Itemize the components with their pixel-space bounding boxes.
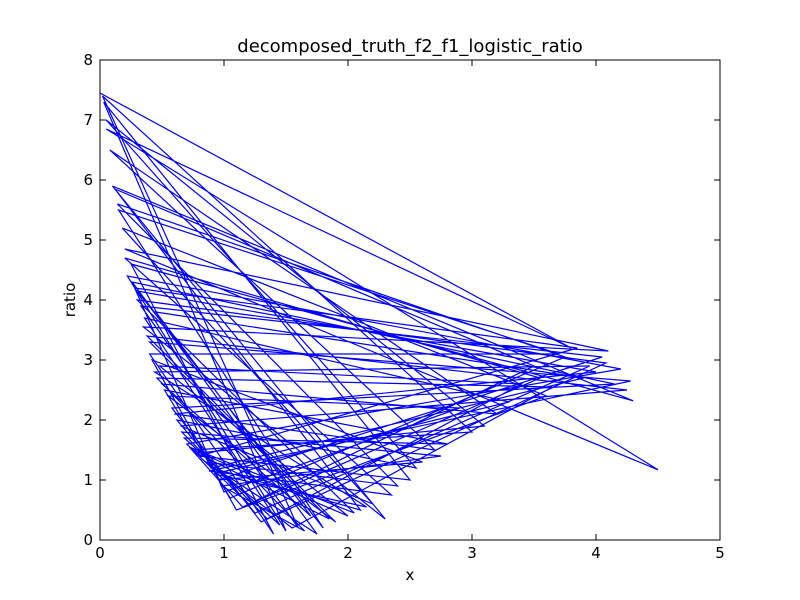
plot-lines [99, 92, 659, 535]
y-tick-label: 0 [83, 531, 93, 549]
y-tick-label: 3 [83, 351, 93, 369]
series-line-0 [99, 92, 659, 535]
x-tick-label: 1 [219, 544, 229, 562]
y-tick-label: 2 [83, 411, 93, 429]
x-tick-label: 5 [715, 544, 725, 562]
y-tick-label: 5 [83, 231, 93, 249]
x-axis-label: x [406, 566, 415, 584]
x-tick-label: 4 [591, 544, 601, 562]
y-axis-label: ratio [61, 283, 79, 318]
x-tick-label: 2 [343, 544, 353, 562]
x-ticks: 0 1 2 3 4 5 [95, 60, 725, 562]
y-tick-label: 1 [83, 471, 93, 489]
x-tick-label: 3 [467, 544, 477, 562]
y-tick-label: 4 [83, 291, 93, 309]
chart-title: decomposed_truth_f2_f1_logistic_ratio [237, 36, 582, 57]
y-tick-label: 7 [83, 111, 93, 129]
y-ticks: 0 1 2 3 4 5 6 7 8 [83, 51, 720, 549]
y-tick-label: 8 [83, 51, 93, 69]
y-tick-label: 6 [83, 171, 93, 189]
x-tick-label: 0 [95, 544, 105, 562]
